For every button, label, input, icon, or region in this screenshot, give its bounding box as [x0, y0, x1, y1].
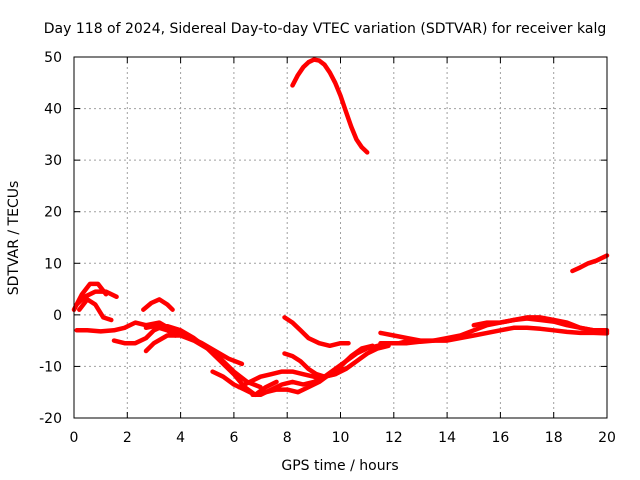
x-tick-labels: 0 2 4 6 8 10 12 14 16 18 20 [70, 430, 616, 446]
y-tick-label: 40 [44, 102, 62, 118]
y-tick-label: 10 [44, 256, 62, 272]
x-tick-label: 8 [283, 430, 292, 446]
x-tick-label: 2 [123, 430, 132, 446]
series-line-arc-17 [471, 315, 610, 333]
y-tick-label: 20 [44, 205, 62, 221]
tick-marks [73, 56, 608, 419]
x-tick-label: 20 [598, 430, 616, 446]
y-tick-label: 0 [53, 308, 62, 324]
y-tick-label: 30 [44, 153, 62, 169]
series-line-arc-6 [141, 297, 175, 312]
series-group [71, 57, 610, 398]
series-line-arc-12 [282, 351, 346, 379]
y-tick-label: -20 [39, 411, 62, 427]
x-tick-label: 6 [229, 430, 238, 446]
y-tick-label: -10 [39, 359, 62, 375]
series-line-arc-3 [77, 297, 114, 323]
series-line-arc-4 [74, 320, 245, 367]
series-line-arc-2 [74, 289, 119, 307]
y-axis-label: SDTVAR / TECUs [6, 181, 22, 296]
series-line-arc-14 [290, 57, 370, 155]
x-tick-label: 16 [491, 430, 509, 446]
chart-title: Day 118 of 2024, Sidereal Day-to-day VTE… [44, 21, 606, 37]
y-tick-labels: -20 -10 0 10 20 30 40 50 [39, 50, 62, 427]
series-line-arc-5 [111, 325, 178, 346]
x-tick-label: 0 [70, 430, 79, 446]
x-tick-label: 18 [545, 430, 563, 446]
series-line-arc-10 [236, 343, 391, 390]
x-tick-label: 12 [385, 430, 403, 446]
x-tick-label: 4 [176, 430, 185, 446]
x-axis-label: GPS time / hours [281, 458, 398, 474]
x-tick-label: 14 [438, 430, 456, 446]
x-tick-label: 10 [332, 430, 350, 446]
series-line-arc-18 [570, 253, 610, 274]
series-line-arc-16 [378, 325, 610, 346]
series-line-arc-13 [282, 315, 351, 349]
y-tick-label: 50 [44, 50, 62, 66]
